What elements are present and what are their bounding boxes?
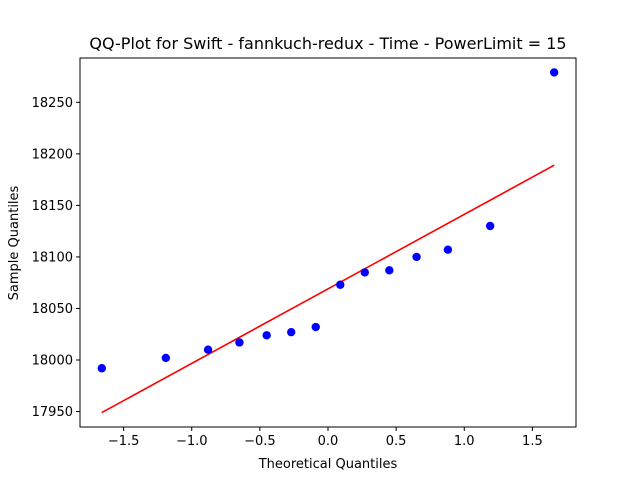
- x-axis-label: Theoretical Quantiles: [258, 457, 398, 472]
- x-tick-label: −1.0: [176, 434, 208, 449]
- data-point: [161, 353, 171, 363]
- y-tick-label: 17950: [32, 405, 73, 420]
- chart-title: QQ-Plot for Swift - fannkuch-redux - Tim…: [89, 34, 566, 53]
- y-tick-label: 18250: [32, 96, 73, 111]
- data-point: [336, 280, 345, 289]
- y-tick-label: 18000: [32, 354, 73, 369]
- y-tick-label: 18150: [32, 199, 73, 214]
- data-point: [485, 221, 495, 231]
- x-tick-label: −0.5: [244, 434, 276, 449]
- data-point: [443, 245, 453, 254]
- data-point: [311, 322, 320, 332]
- x-tick-label: 1.0: [454, 434, 475, 449]
- data-point: [412, 252, 421, 262]
- data-point: [97, 364, 107, 373]
- y-tick-label: 18100: [32, 250, 73, 265]
- x-axis: −1.5 −1.0 −0.5 0.0 0.5 1.0 1.5: [108, 427, 543, 449]
- y-tick-label: 18050: [32, 302, 73, 317]
- data-point: [262, 331, 271, 340]
- x-tick-label: 0.0: [318, 434, 339, 449]
- axes-frame: [79, 57, 577, 428]
- y-axis: 17950 18000 18050 18100 18150 18200 18250: [32, 96, 80, 420]
- x-tick-label: 0.5: [386, 434, 407, 449]
- data-point: [235, 338, 244, 347]
- data-point: [385, 266, 394, 275]
- y-axis-label: Sample Quantiles: [7, 185, 22, 300]
- reference-line: [101, 164, 555, 414]
- plot-area: [79, 57, 577, 428]
- x-tick-label: −1.5: [108, 434, 140, 449]
- x-tick-label: 1.5: [522, 434, 543, 449]
- data-point: [360, 268, 369, 277]
- y-tick-label: 18200: [32, 147, 73, 162]
- data-point: [203, 345, 213, 354]
- data-point: [287, 327, 296, 337]
- data-point: [549, 68, 559, 77]
